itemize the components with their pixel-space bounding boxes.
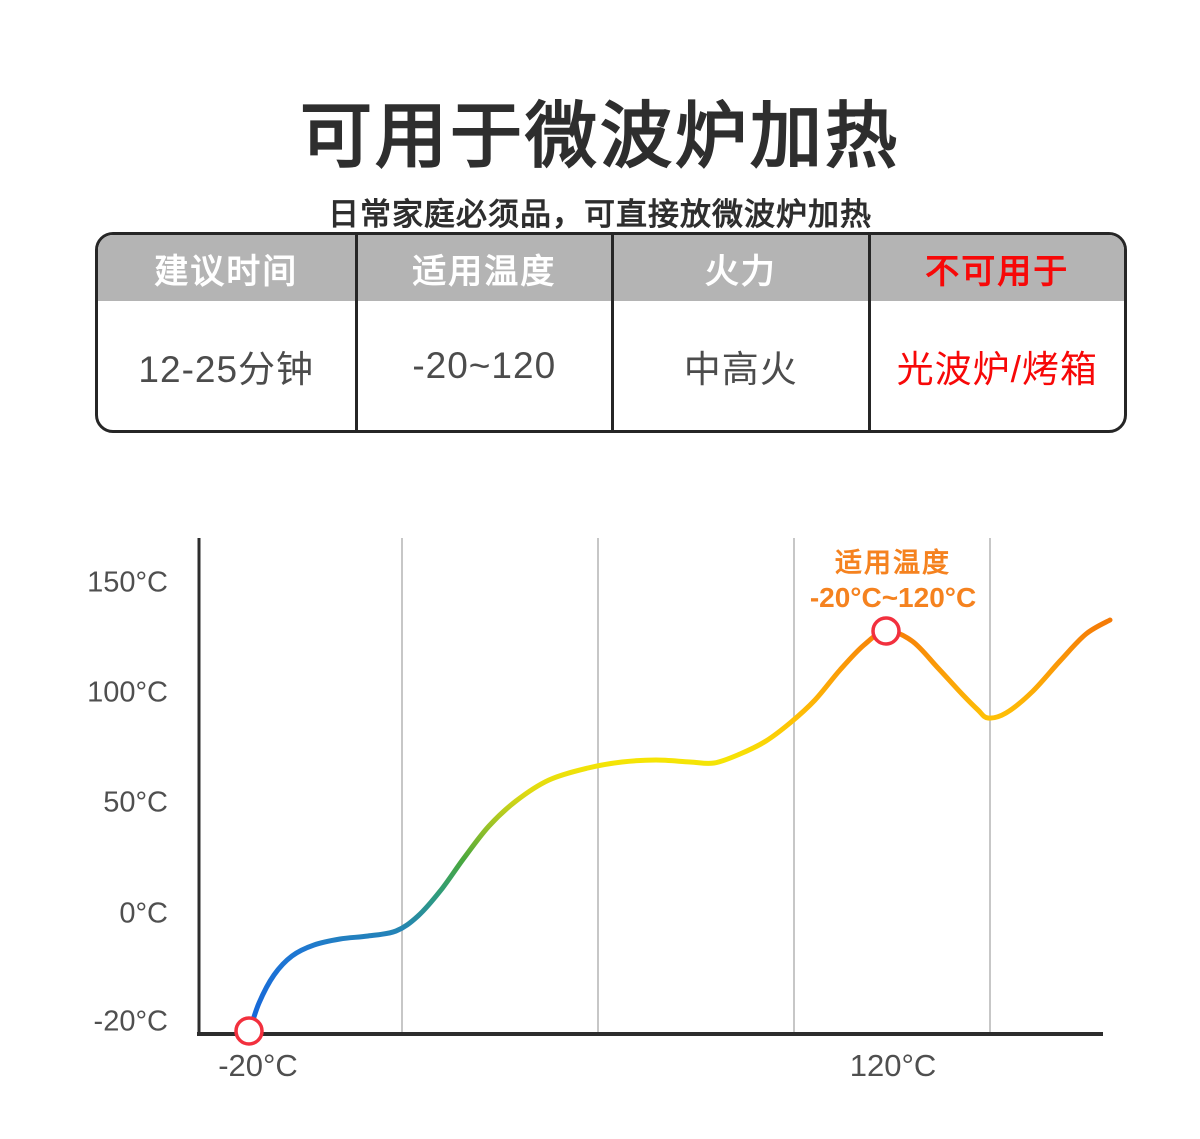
page-subtitle: 日常家庭必须品，可直接放微波炉加热 xyxy=(328,197,872,232)
table-value-cell: 12-25分钟 xyxy=(138,348,315,390)
page-title: 可用于微波炉加热 xyxy=(299,97,900,178)
table-header-cell: 建议时间 xyxy=(98,235,355,301)
annotation-line-2: -20°C~120°C xyxy=(809,582,977,613)
table-value-cell: -20~120 xyxy=(412,344,557,386)
y-tick-label: 150°C xyxy=(87,566,168,599)
table-header-cell: 火力 xyxy=(614,235,868,301)
start-marker xyxy=(234,1016,264,1046)
spec-column-time: 建议时间 12-25分钟 xyxy=(98,235,355,430)
table-value-cell: 光波炉/烤箱 xyxy=(896,348,1098,390)
spec-table: 建议时间 12-25分钟 适用温度 -20~120 火力 中高火 不可用于 光波… xyxy=(95,232,1127,433)
x-tick-label: -20°C xyxy=(218,1048,298,1083)
spec-column-temperature: 适用温度 -20~120 xyxy=(354,235,611,430)
y-tick-label: -20°C xyxy=(93,1005,168,1038)
table-header-cell: 不可用于 xyxy=(870,235,1124,301)
annotation-line-1: 适用温度 xyxy=(835,548,951,578)
peak-marker xyxy=(871,616,901,646)
temperature-curve xyxy=(246,617,1113,1036)
table-header-cell: 适用温度 xyxy=(357,235,611,301)
spec-column-not-usable: 不可用于 光波炉/烤箱 xyxy=(867,235,1124,430)
y-tick-label: 0°C xyxy=(119,897,168,930)
gridlines xyxy=(401,538,991,1032)
x-tick-label: 120°C xyxy=(849,1048,937,1083)
chart-annotation: 适用温度 -20°C~120°C xyxy=(753,546,1033,616)
spec-column-heat-level: 火力 中高火 xyxy=(611,235,868,430)
table-value-cell: 中高火 xyxy=(683,348,798,390)
y-tick-label: 50°C xyxy=(103,786,168,819)
y-tick-label: 100°C xyxy=(87,676,168,709)
